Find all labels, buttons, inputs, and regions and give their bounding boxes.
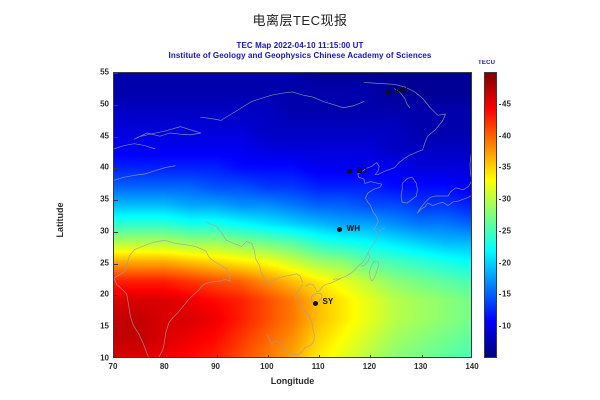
colorbar-tick-label: 30: [502, 194, 511, 204]
colorbar-tick-label: 45: [502, 99, 511, 109]
x-tick-label: 110: [311, 362, 325, 371]
y-tick-mark: [114, 200, 118, 202]
colorbar-tick-mark: [499, 326, 501, 328]
x-tick-mark: [421, 355, 423, 357]
station-dot-icon: [313, 300, 319, 306]
y-tick-mark: [114, 136, 118, 138]
colorbar-tick-label: 40: [502, 131, 511, 141]
colorbar-tick-labels: 10 15 20 25 30 35 40 45: [499, 72, 523, 358]
colorbar-tick-label: 10: [502, 321, 511, 331]
colorbar-tick-mark: [499, 103, 501, 105]
coastline-overlay: [114, 82, 471, 357]
y-tick-label: 50: [100, 99, 109, 109]
station-label: WH: [346, 223, 360, 233]
y-tick-label: 45: [100, 131, 109, 141]
station-label: SY: [322, 297, 334, 307]
y-tick-mark: [114, 73, 118, 74]
colorbar-tick-mark: [499, 199, 501, 201]
x-tick-mark: [267, 355, 269, 357]
y-tick-mark: [114, 295, 118, 297]
chart-subtitle: Institute of Geology and Geophysics Chin…: [168, 51, 432, 60]
y-tick-label: 40: [100, 162, 109, 172]
x-tick-mark: [319, 355, 321, 357]
colorbar-gradient: [484, 72, 497, 358]
x-tick-label: 90: [211, 362, 221, 371]
y-axis-title: Latitude: [55, 202, 65, 238]
page-title: 电离层TEC现报: [252, 13, 348, 28]
x-tick-label: 70: [108, 362, 118, 371]
colorbar-tick-mark: [499, 262, 501, 264]
colorbar-tick-mark: [499, 135, 501, 137]
station-dot-icon: [337, 227, 343, 233]
y-tick-label: 25: [100, 258, 109, 268]
x-tick-label: 140: [465, 362, 479, 371]
colorbar-tick-mark: [499, 230, 501, 232]
colorbar-tick-label: 25: [502, 226, 511, 236]
colorbar-tick-label: 35: [502, 162, 511, 172]
chart-title: TEC Map 2022-04-10 11:15:00 UT: [236, 41, 364, 50]
x-axis-tick-labels: 70 80 90 100 110 120 130 140: [109, 362, 479, 374]
colorbar-tick-mark: [499, 294, 501, 296]
tec-map-plot: MH BJ WH SY: [113, 72, 472, 358]
x-tick-label: 100: [260, 362, 274, 371]
x-tick-label: 130: [414, 362, 428, 371]
y-tick-label: 35: [100, 194, 109, 204]
x-tick-mark: [114, 355, 115, 357]
tec-heatmap-canvas: [114, 73, 471, 357]
station-label: MH: [395, 86, 408, 96]
y-tick-mark: [114, 231, 118, 233]
colorbar-title: TECU: [478, 60, 496, 66]
x-tick-label: 80: [159, 362, 169, 371]
colorbar: [484, 72, 497, 358]
y-tick-label: 55: [100, 67, 109, 77]
colorbar-tick-label: 20: [502, 258, 511, 268]
station-label: BJ: [356, 165, 368, 175]
x-tick-mark: [165, 355, 167, 357]
y-tick-label: 20: [100, 289, 109, 299]
station-dot-icon: [347, 169, 353, 174]
y-tick-mark: [114, 168, 118, 170]
x-tick-label: 120: [362, 362, 377, 371]
station-dot-icon: [385, 89, 391, 95]
y-tick-mark: [114, 327, 118, 329]
colorbar-tick-label: 15: [502, 289, 511, 299]
x-axis-title: Longitude: [270, 376, 315, 386]
y-tick-label: 15: [100, 321, 109, 331]
x-tick-mark: [216, 355, 218, 357]
y-tick-mark: [114, 104, 118, 106]
colorbar-tick-mark: [499, 167, 501, 169]
y-axis-tick-labels: 10 15 20 25 30 35 40 45 50 55: [90, 68, 109, 363]
y-tick-label: 30: [100, 226, 109, 236]
y-tick-label: 10: [100, 353, 109, 363]
y-tick-mark: [114, 263, 118, 265]
x-tick-mark: [370, 355, 372, 357]
